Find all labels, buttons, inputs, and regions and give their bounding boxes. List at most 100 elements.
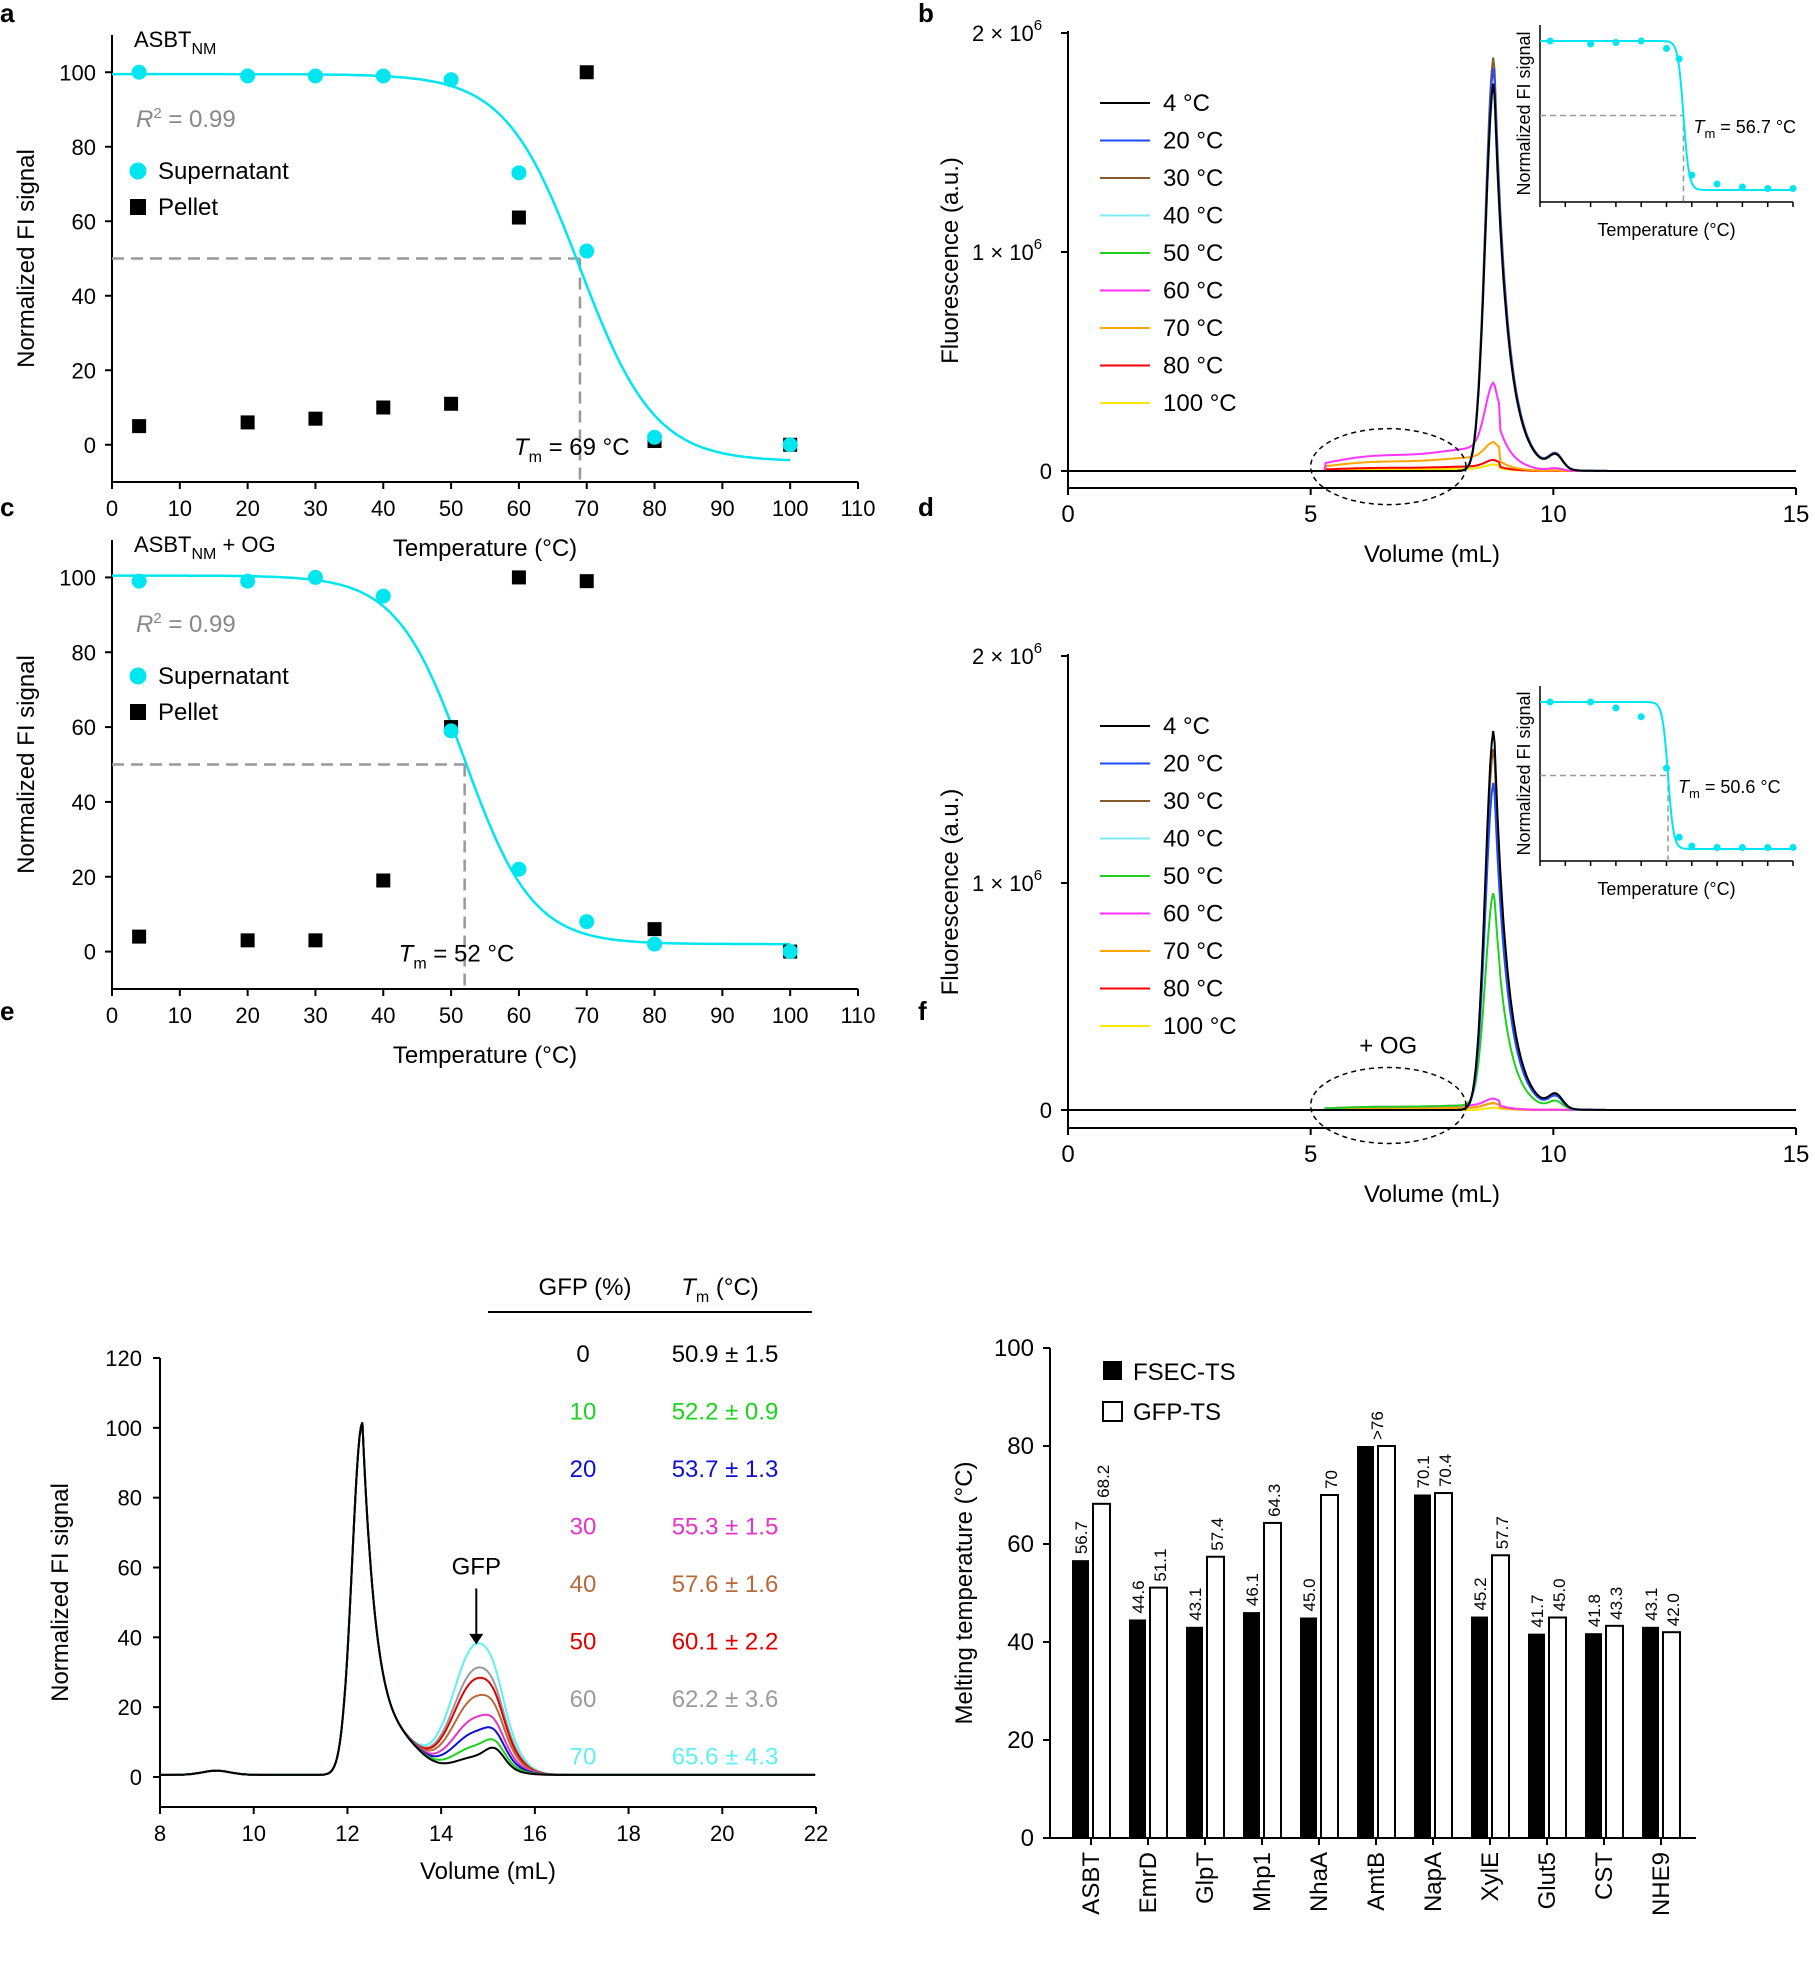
bar-value-label-fsec: 43.1 bbox=[1642, 1588, 1661, 1621]
legend-label-fsec: FSEC-TS bbox=[1133, 1359, 1236, 1386]
x-tick-label: 10 bbox=[1540, 501, 1567, 528]
y-tick-label: 100 bbox=[994, 1335, 1034, 1362]
panel-label-b: b bbox=[918, 0, 934, 28]
x-tick-label: 110 bbox=[840, 496, 875, 521]
trace-4C bbox=[1068, 730, 1796, 1111]
x-tick-label: 10 bbox=[241, 1821, 265, 1846]
supernatant-point bbox=[579, 243, 595, 259]
bar-value-label-fsec: 46.1 bbox=[1243, 1573, 1262, 1606]
table-cell-tm: 60.1 ± 2.2 bbox=[672, 1629, 779, 1656]
bar-gfp bbox=[1605, 1624, 1624, 1839]
y-tick-label: 40 bbox=[1007, 1629, 1034, 1656]
table-cell-tm: 57.6 ± 1.6 bbox=[672, 1571, 779, 1598]
y-axis-title: Fluorescence (a.u.) bbox=[937, 157, 964, 364]
bar-value-label-gfp: 64.3 bbox=[1265, 1484, 1284, 1517]
trace-gfp-0 bbox=[160, 1422, 816, 1776]
inset-y-axis-title: Normalized FI signal bbox=[1514, 31, 1534, 195]
pellet-point bbox=[240, 415, 255, 430]
bar-value-label-fsec: 70.1 bbox=[1414, 1455, 1433, 1488]
inset-y-axis-title: Normalized FI signal bbox=[1514, 691, 1534, 855]
aggregate-region-ellipse bbox=[1309, 1066, 1467, 1145]
x-tick-label: 8 bbox=[154, 1821, 166, 1846]
bar-gfp bbox=[1149, 1586, 1168, 1839]
supernatant-point bbox=[782, 437, 798, 453]
y-tick-label: 60 bbox=[72, 715, 96, 740]
panel-label-f: f bbox=[918, 996, 927, 1026]
bar-value-label-gfp: 68.2 bbox=[1094, 1465, 1113, 1498]
bar-value-label-gfp: 42.0 bbox=[1664, 1593, 1683, 1626]
legend-label: 40 °C bbox=[1163, 826, 1223, 853]
bar-fsec bbox=[1528, 1633, 1545, 1838]
protein-label: ASBTNM bbox=[134, 27, 216, 58]
pellet-point bbox=[511, 210, 526, 225]
panel-d-chart: 0 5 10 15 2 × 106 1 × 106 0 Volume (mL) Fluoresc… bbox=[937, 640, 1809, 1208]
y-tick-label: 0 bbox=[1040, 1098, 1052, 1123]
inset-point bbox=[1713, 844, 1721, 852]
y-axis-title: Normalized FI signal bbox=[13, 149, 40, 368]
x-tick-label: 50 bbox=[439, 496, 463, 521]
aggregate-region-ellipse bbox=[1309, 427, 1467, 506]
inset-point bbox=[1675, 55, 1683, 63]
y-tick-label: 60 bbox=[1007, 1531, 1034, 1558]
x-category-label: AmtB bbox=[1363, 1852, 1390, 1911]
y-tick-label: 20 bbox=[118, 1695, 142, 1720]
table-cell-gfp: 0 bbox=[576, 1341, 589, 1368]
inset-point bbox=[1675, 833, 1683, 841]
legend-marker-supernatant bbox=[129, 667, 147, 685]
trace-4C bbox=[1068, 83, 1796, 472]
supernatant-point bbox=[375, 588, 391, 604]
y-tick-label: 40 bbox=[72, 790, 96, 815]
bar-gfp bbox=[1263, 1521, 1282, 1840]
inset-point bbox=[1688, 842, 1696, 850]
inset-point bbox=[1663, 44, 1670, 52]
x-category-label: NhaA bbox=[1306, 1852, 1333, 1912]
legend-label: 100 °C bbox=[1163, 390, 1237, 417]
x-tick-label: 110 bbox=[840, 1003, 875, 1028]
panel-a-chart: 0 10 20 30 40 50 60 70 80 90 100 110 0 20 40 60 80 100 Tem… bbox=[13, 27, 876, 562]
bar-value-label-fsec: 41.7 bbox=[1528, 1595, 1547, 1628]
inset-point bbox=[1789, 844, 1797, 852]
y-tick-label: 100 bbox=[59, 60, 96, 85]
inset-x-axis-title: Temperature (°C) bbox=[1597, 879, 1735, 899]
x-axis-title: Temperature (°C) bbox=[393, 1042, 577, 1069]
bar-value-label-gfp: 45.0 bbox=[1550, 1578, 1569, 1611]
supernatant-point bbox=[647, 936, 663, 952]
bar-value-label-gfp: 70 bbox=[1322, 1470, 1341, 1489]
y-tick-label: 2 × 106 bbox=[972, 17, 1042, 46]
table-cell-tm: 52.2 ± 0.9 bbox=[672, 1399, 779, 1426]
supernatant-point bbox=[782, 944, 798, 960]
protein-label: ASBTNM + OG bbox=[134, 532, 276, 563]
y-tick-label: 20 bbox=[72, 358, 96, 383]
bar-gfp bbox=[1092, 1502, 1111, 1839]
x-tick-label: 80 bbox=[642, 496, 666, 521]
pellet-point bbox=[240, 933, 255, 948]
x-tick-label: 14 bbox=[429, 1821, 453, 1846]
tm-label: Tm = 69 °C bbox=[514, 434, 630, 466]
x-tick-label: 40 bbox=[371, 1003, 395, 1028]
pellet-point bbox=[579, 65, 594, 80]
x-category-label: Mhp1 bbox=[1249, 1852, 1276, 1912]
x-tick-label: 10 bbox=[168, 496, 192, 521]
bar-fsec bbox=[1300, 1617, 1317, 1838]
y-tick-label: 0 bbox=[84, 940, 96, 965]
x-tick-label: 5 bbox=[1304, 1141, 1317, 1168]
inset-point bbox=[1546, 37, 1554, 45]
x-tick-label: 90 bbox=[710, 496, 734, 521]
x-tick-label: 20 bbox=[235, 496, 259, 521]
panel-b-chart: 0 5 10 15 2 × 106 1 × 106 0 Volume (mL) Fluoresc… bbox=[937, 17, 1809, 568]
x-category-label: GlpT bbox=[1192, 1852, 1219, 1904]
legend-label: 20 °C bbox=[1163, 751, 1223, 778]
bar-fsec bbox=[1243, 1612, 1260, 1838]
supernatant-point bbox=[307, 68, 323, 84]
x-tick-label: 18 bbox=[616, 1821, 640, 1846]
x-tick-label: 5 bbox=[1304, 501, 1317, 528]
bar-value-label-gfp: 57.4 bbox=[1208, 1518, 1227, 1551]
inset-point bbox=[1738, 844, 1746, 852]
bar-value-label-gfp: 51.1 bbox=[1151, 1549, 1170, 1582]
inset-point bbox=[1587, 40, 1595, 48]
y-tick-label: 80 bbox=[118, 1486, 142, 1511]
y-tick-label: 1 × 106 bbox=[972, 236, 1042, 265]
legend-label-pellet: Pellet bbox=[158, 699, 218, 726]
supernatant-point bbox=[647, 429, 663, 445]
